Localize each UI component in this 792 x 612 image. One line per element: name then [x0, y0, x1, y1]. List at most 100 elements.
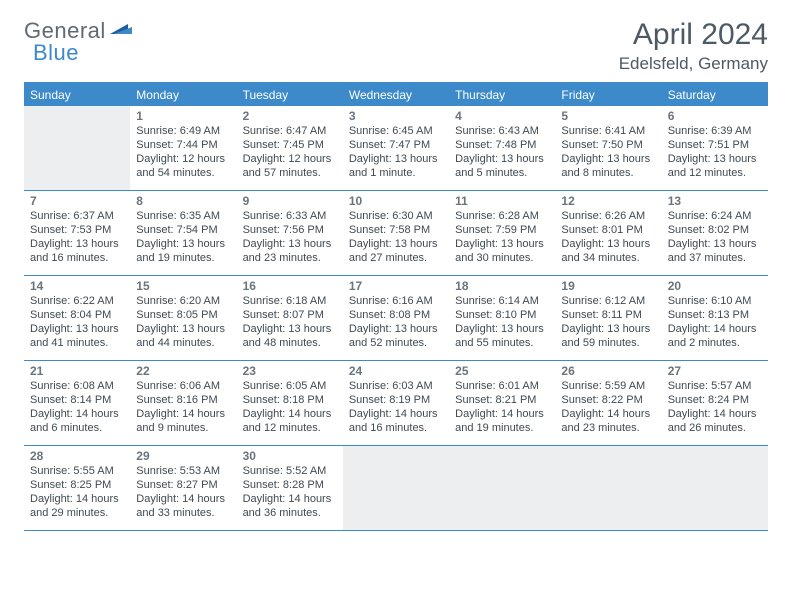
- day-daylight2: and 9 minutes.: [136, 421, 230, 435]
- calendar-cell: 29Sunrise: 5:53 AMSunset: 8:27 PMDayligh…: [130, 446, 236, 530]
- day-daylight2: and 1 minute.: [349, 166, 443, 180]
- day-number: 23: [243, 364, 337, 378]
- day-sunrise: Sunrise: 6:43 AM: [455, 124, 549, 138]
- day-daylight2: and 57 minutes.: [243, 166, 337, 180]
- day-daylight1: Daylight: 14 hours: [243, 492, 337, 506]
- day-sunrise: Sunrise: 6:20 AM: [136, 294, 230, 308]
- day-daylight1: Daylight: 13 hours: [136, 237, 230, 251]
- day-sunset: Sunset: 8:10 PM: [455, 308, 549, 322]
- day-daylight1: Daylight: 14 hours: [243, 407, 337, 421]
- weekday-wed: Wednesday: [343, 84, 449, 106]
- calendar-cell: 13Sunrise: 6:24 AMSunset: 8:02 PMDayligh…: [662, 191, 768, 275]
- day-number: 6: [668, 109, 762, 123]
- day-number: 27: [668, 364, 762, 378]
- day-daylight2: and 52 minutes.: [349, 336, 443, 350]
- day-sunset: Sunset: 8:25 PM: [30, 478, 124, 492]
- day-number: 10: [349, 194, 443, 208]
- day-sunrise: Sunrise: 6:49 AM: [136, 124, 230, 138]
- day-daylight1: Daylight: 14 hours: [668, 407, 762, 421]
- day-number: 8: [136, 194, 230, 208]
- day-number: 2: [243, 109, 337, 123]
- calendar-cell-empty: [343, 446, 449, 530]
- week-row: 14Sunrise: 6:22 AMSunset: 8:04 PMDayligh…: [24, 276, 768, 361]
- day-daylight1: Daylight: 13 hours: [349, 322, 443, 336]
- day-daylight2: and 54 minutes.: [136, 166, 230, 180]
- calendar-cell: 16Sunrise: 6:18 AMSunset: 8:07 PMDayligh…: [237, 276, 343, 360]
- week-row: 28Sunrise: 5:55 AMSunset: 8:25 PMDayligh…: [24, 446, 768, 531]
- day-daylight1: Daylight: 14 hours: [668, 322, 762, 336]
- calendar-cell: 17Sunrise: 6:16 AMSunset: 8:08 PMDayligh…: [343, 276, 449, 360]
- day-daylight2: and 8 minutes.: [561, 166, 655, 180]
- day-sunrise: Sunrise: 6:47 AM: [243, 124, 337, 138]
- day-number: 1: [136, 109, 230, 123]
- day-daylight1: Daylight: 13 hours: [243, 322, 337, 336]
- day-number: 24: [349, 364, 443, 378]
- logo-text-blue: Blue: [33, 40, 79, 65]
- day-number: 29: [136, 449, 230, 463]
- day-daylight1: Daylight: 14 hours: [455, 407, 549, 421]
- header: General April 2024 Edelsfeld, Germany: [24, 18, 768, 74]
- day-sunset: Sunset: 8:18 PM: [243, 393, 337, 407]
- day-number: 4: [455, 109, 549, 123]
- day-daylight2: and 34 minutes.: [561, 251, 655, 265]
- weekday-sat: Saturday: [662, 84, 768, 106]
- day-number: 7: [30, 194, 124, 208]
- calendar-cell: 18Sunrise: 6:14 AMSunset: 8:10 PMDayligh…: [449, 276, 555, 360]
- calendar-cell: 15Sunrise: 6:20 AMSunset: 8:05 PMDayligh…: [130, 276, 236, 360]
- day-sunset: Sunset: 8:14 PM: [30, 393, 124, 407]
- day-daylight2: and 26 minutes.: [668, 421, 762, 435]
- calendar-cell: 12Sunrise: 6:26 AMSunset: 8:01 PMDayligh…: [555, 191, 661, 275]
- calendar-cell: 11Sunrise: 6:28 AMSunset: 7:59 PMDayligh…: [449, 191, 555, 275]
- day-daylight2: and 6 minutes.: [30, 421, 124, 435]
- calendar-cell: 28Sunrise: 5:55 AMSunset: 8:25 PMDayligh…: [24, 446, 130, 530]
- day-daylight2: and 19 minutes.: [455, 421, 549, 435]
- day-daylight1: Daylight: 13 hours: [455, 152, 549, 166]
- day-sunrise: Sunrise: 6:39 AM: [668, 124, 762, 138]
- title-block: April 2024 Edelsfeld, Germany: [619, 18, 768, 74]
- calendar-cell: 26Sunrise: 5:59 AMSunset: 8:22 PMDayligh…: [555, 361, 661, 445]
- calendar-cell: 19Sunrise: 6:12 AMSunset: 8:11 PMDayligh…: [555, 276, 661, 360]
- day-sunrise: Sunrise: 5:57 AM: [668, 379, 762, 393]
- day-number: 25: [455, 364, 549, 378]
- calendar-cell: 9Sunrise: 6:33 AMSunset: 7:56 PMDaylight…: [237, 191, 343, 275]
- logo-text-blue-wrap: Blue: [33, 40, 79, 66]
- day-sunset: Sunset: 8:08 PM: [349, 308, 443, 322]
- day-daylight1: Daylight: 14 hours: [561, 407, 655, 421]
- calendar-cell: 24Sunrise: 6:03 AMSunset: 8:19 PMDayligh…: [343, 361, 449, 445]
- weekday-thu: Thursday: [449, 84, 555, 106]
- day-daylight2: and 41 minutes.: [30, 336, 124, 350]
- calendar-cell: 14Sunrise: 6:22 AMSunset: 8:04 PMDayligh…: [24, 276, 130, 360]
- calendar-cell-empty: [555, 446, 661, 530]
- day-number: 3: [349, 109, 443, 123]
- logo-mark-icon: [110, 20, 132, 43]
- day-daylight1: Daylight: 12 hours: [243, 152, 337, 166]
- day-number: 9: [243, 194, 337, 208]
- day-sunrise: Sunrise: 6:06 AM: [136, 379, 230, 393]
- day-sunset: Sunset: 8:02 PM: [668, 223, 762, 237]
- day-daylight1: Daylight: 13 hours: [349, 237, 443, 251]
- day-daylight2: and 2 minutes.: [668, 336, 762, 350]
- day-sunrise: Sunrise: 6:26 AM: [561, 209, 655, 223]
- day-sunset: Sunset: 8:24 PM: [668, 393, 762, 407]
- day-sunrise: Sunrise: 6:30 AM: [349, 209, 443, 223]
- day-number: 19: [561, 279, 655, 293]
- day-sunset: Sunset: 7:56 PM: [243, 223, 337, 237]
- day-daylight2: and 29 minutes.: [30, 506, 124, 520]
- day-daylight2: and 59 minutes.: [561, 336, 655, 350]
- day-daylight1: Daylight: 13 hours: [668, 152, 762, 166]
- day-daylight2: and 12 minutes.: [243, 421, 337, 435]
- day-number: 13: [668, 194, 762, 208]
- day-sunrise: Sunrise: 6:16 AM: [349, 294, 443, 308]
- day-sunrise: Sunrise: 6:03 AM: [349, 379, 443, 393]
- day-sunset: Sunset: 7:50 PM: [561, 138, 655, 152]
- calendar-cell-empty: [24, 106, 130, 190]
- calendar-cell: 3Sunrise: 6:45 AMSunset: 7:47 PMDaylight…: [343, 106, 449, 190]
- calendar-cell: 5Sunrise: 6:41 AMSunset: 7:50 PMDaylight…: [555, 106, 661, 190]
- day-daylight1: Daylight: 13 hours: [668, 237, 762, 251]
- calendar-cell-empty: [662, 446, 768, 530]
- day-daylight1: Daylight: 13 hours: [561, 322, 655, 336]
- day-number: 20: [668, 279, 762, 293]
- day-sunrise: Sunrise: 5:52 AM: [243, 464, 337, 478]
- day-number: 11: [455, 194, 549, 208]
- day-number: 17: [349, 279, 443, 293]
